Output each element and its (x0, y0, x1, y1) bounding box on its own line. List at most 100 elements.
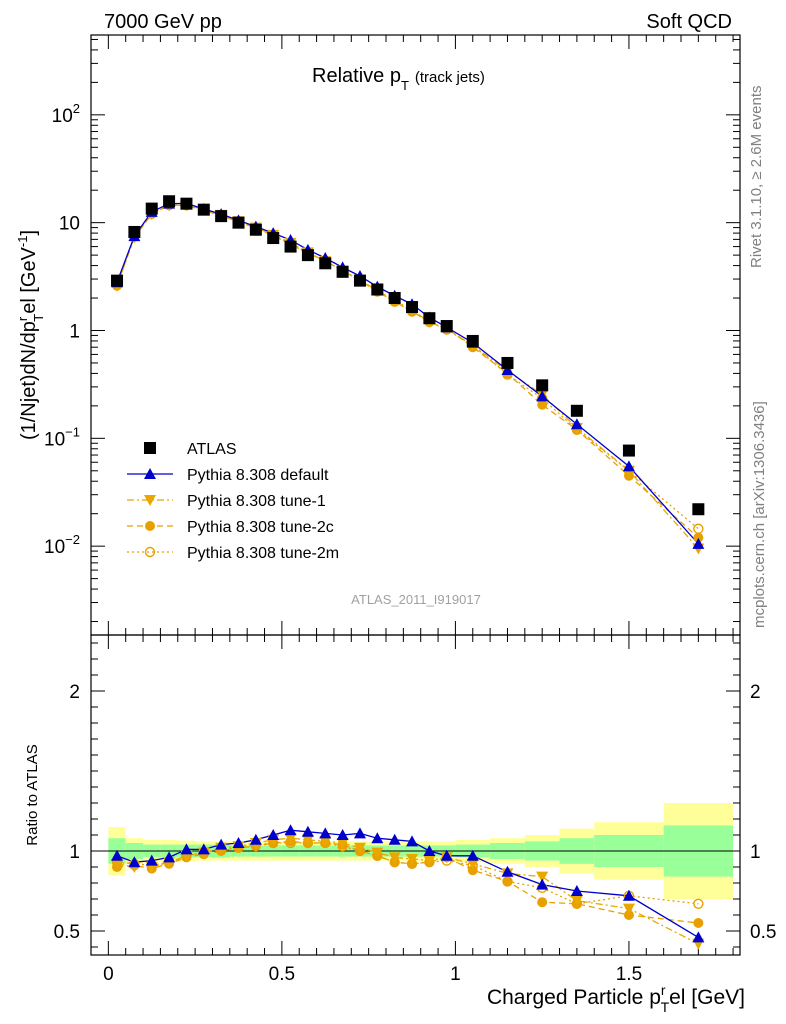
ratio-data-point (319, 827, 332, 839)
main-series-line (116, 204, 699, 539)
legend-marker (144, 468, 156, 479)
atlas-data-point (145, 202, 158, 215)
atlas-data-point (423, 312, 436, 325)
atlas-data-point (536, 379, 549, 392)
main-data-point (622, 460, 635, 472)
ratio-y-tick-label-right: 1 (750, 842, 761, 863)
ratio-data-point (284, 824, 297, 836)
mcplots-label: mcplots.cern.ch [arXiv:1306.3436] (751, 401, 768, 628)
y-tick-label: 102 (52, 101, 80, 127)
atlas-data-point (301, 249, 314, 262)
atlas-data-point (501, 356, 514, 369)
main-series-line (116, 204, 699, 530)
ratio-data-point (284, 833, 297, 845)
atlas-data-point (353, 274, 366, 287)
atlas-data-point (570, 404, 583, 417)
atlas-data-point (128, 225, 141, 238)
atlas-data-point (249, 223, 262, 236)
ratio-data-point (128, 856, 141, 868)
ratio-data-point (570, 885, 583, 896)
x-tick-label: 0 (103, 964, 114, 985)
ratio-data-point (215, 838, 228, 850)
ratio-data-point (623, 910, 634, 920)
ratio-data-point (536, 878, 549, 890)
ratio-data-point (622, 903, 635, 915)
atlas-data-point (111, 274, 124, 287)
atlas-data-point (180, 197, 193, 210)
ratio-data-point (319, 836, 332, 848)
tick-labels: 0 0.5 1 1.5 10−2 10−1 1 10 102 0.5 0.5 1 1 2 2 (44, 101, 776, 985)
y-tick-label: 10−1 (44, 424, 80, 450)
main-data-point (692, 537, 705, 549)
ratio-data-point (622, 889, 635, 901)
ratio-data-point (693, 898, 704, 909)
ratio-y-tick-label: 2 (69, 682, 80, 703)
ratio-data-point (423, 845, 436, 856)
ratio-uncertainty-bands (91, 803, 740, 899)
main-data-point (693, 523, 704, 534)
atlas-data-point (284, 240, 297, 253)
ratio-data-point (440, 849, 453, 861)
ratio-data-point (388, 852, 401, 864)
ratio-data-point (145, 854, 158, 866)
legend-entry: Pythia 8.308 tune-2c (127, 519, 334, 536)
main-data-point (570, 418, 583, 430)
main-y-axis-label: (1/Njet)dN/dprTel [GeV-1] (15, 230, 46, 440)
ratio-data-point (353, 827, 366, 839)
legend-label: Pythia 8.308 tune-2m (187, 545, 339, 562)
y-tick-label: 10−2 (44, 532, 80, 558)
legend-entry: Pythia 8.308 default (127, 467, 329, 484)
atlas-data-point (163, 195, 176, 208)
ratio-data-point (406, 835, 419, 847)
x-tick-label: 0.5 (269, 964, 295, 985)
ratio-data-point (570, 895, 583, 907)
atlas-data-point (371, 283, 384, 296)
ratio-data-point (423, 855, 436, 867)
legend-label: Pythia 8.308 default (187, 467, 329, 484)
main-data-point (693, 532, 704, 543)
ratio-data-point (336, 838, 349, 849)
atlas-data-point (622, 444, 635, 457)
ratio-data-point (371, 847, 384, 859)
ratio-data-point (466, 858, 479, 870)
ratio-y-tick-label-right: 2 (750, 682, 761, 703)
atlas-data-point (197, 203, 210, 216)
ratio-y-tick-label-right: 0.5 (750, 922, 776, 943)
ratio-data-point (111, 858, 124, 870)
ratio-y-tick-label: 1 (69, 842, 80, 863)
atlas-data-point (319, 257, 332, 270)
ratio-data-point (301, 825, 314, 837)
legend-entry: ATLAS (144, 441, 237, 458)
ratio-data-point (692, 931, 705, 943)
atlas-data-point (215, 210, 228, 223)
ratio-data-point (502, 876, 513, 887)
main-data-point (536, 390, 549, 402)
ratio-data-point (163, 851, 176, 863)
ratio-data-point (406, 854, 419, 865)
ratio-data-point (353, 842, 366, 854)
ratio-series-layer (111, 824, 705, 950)
legend-label: ATLAS (187, 441, 237, 458)
atlas-data-point (692, 503, 705, 516)
ratio-data-point (336, 829, 349, 840)
ratio-data-point (180, 843, 193, 855)
legend-marker (145, 521, 155, 531)
legend-entry: Pythia 8.308 tune-1 (127, 493, 326, 510)
legend-entry: Pythia 8.308 tune-2m (127, 545, 339, 562)
legend: ATLAS Pythia 8.308 default Pythia 8.308 tu… (127, 441, 339, 562)
ratio-data-point (301, 834, 314, 846)
analysis-id-label: ATLAS_2011_I919017 (351, 592, 481, 607)
main-data-point (537, 399, 548, 410)
ratio-data-point (197, 843, 210, 855)
ratio-panel-frame (90, 634, 741, 956)
legend-marker (144, 546, 156, 558)
atlas-data-point (267, 232, 280, 245)
ratio-series-line (116, 837, 699, 945)
ratio-data-point (466, 849, 479, 861)
ratio-data-point (536, 871, 549, 883)
x-tick-label: 1 (450, 964, 461, 985)
ratio-data-point (232, 837, 245, 848)
ratio-data-point (467, 865, 478, 876)
atlas-data-point (406, 301, 419, 314)
ratio-y-axis-label: Ratio to ATLAS (24, 744, 41, 845)
